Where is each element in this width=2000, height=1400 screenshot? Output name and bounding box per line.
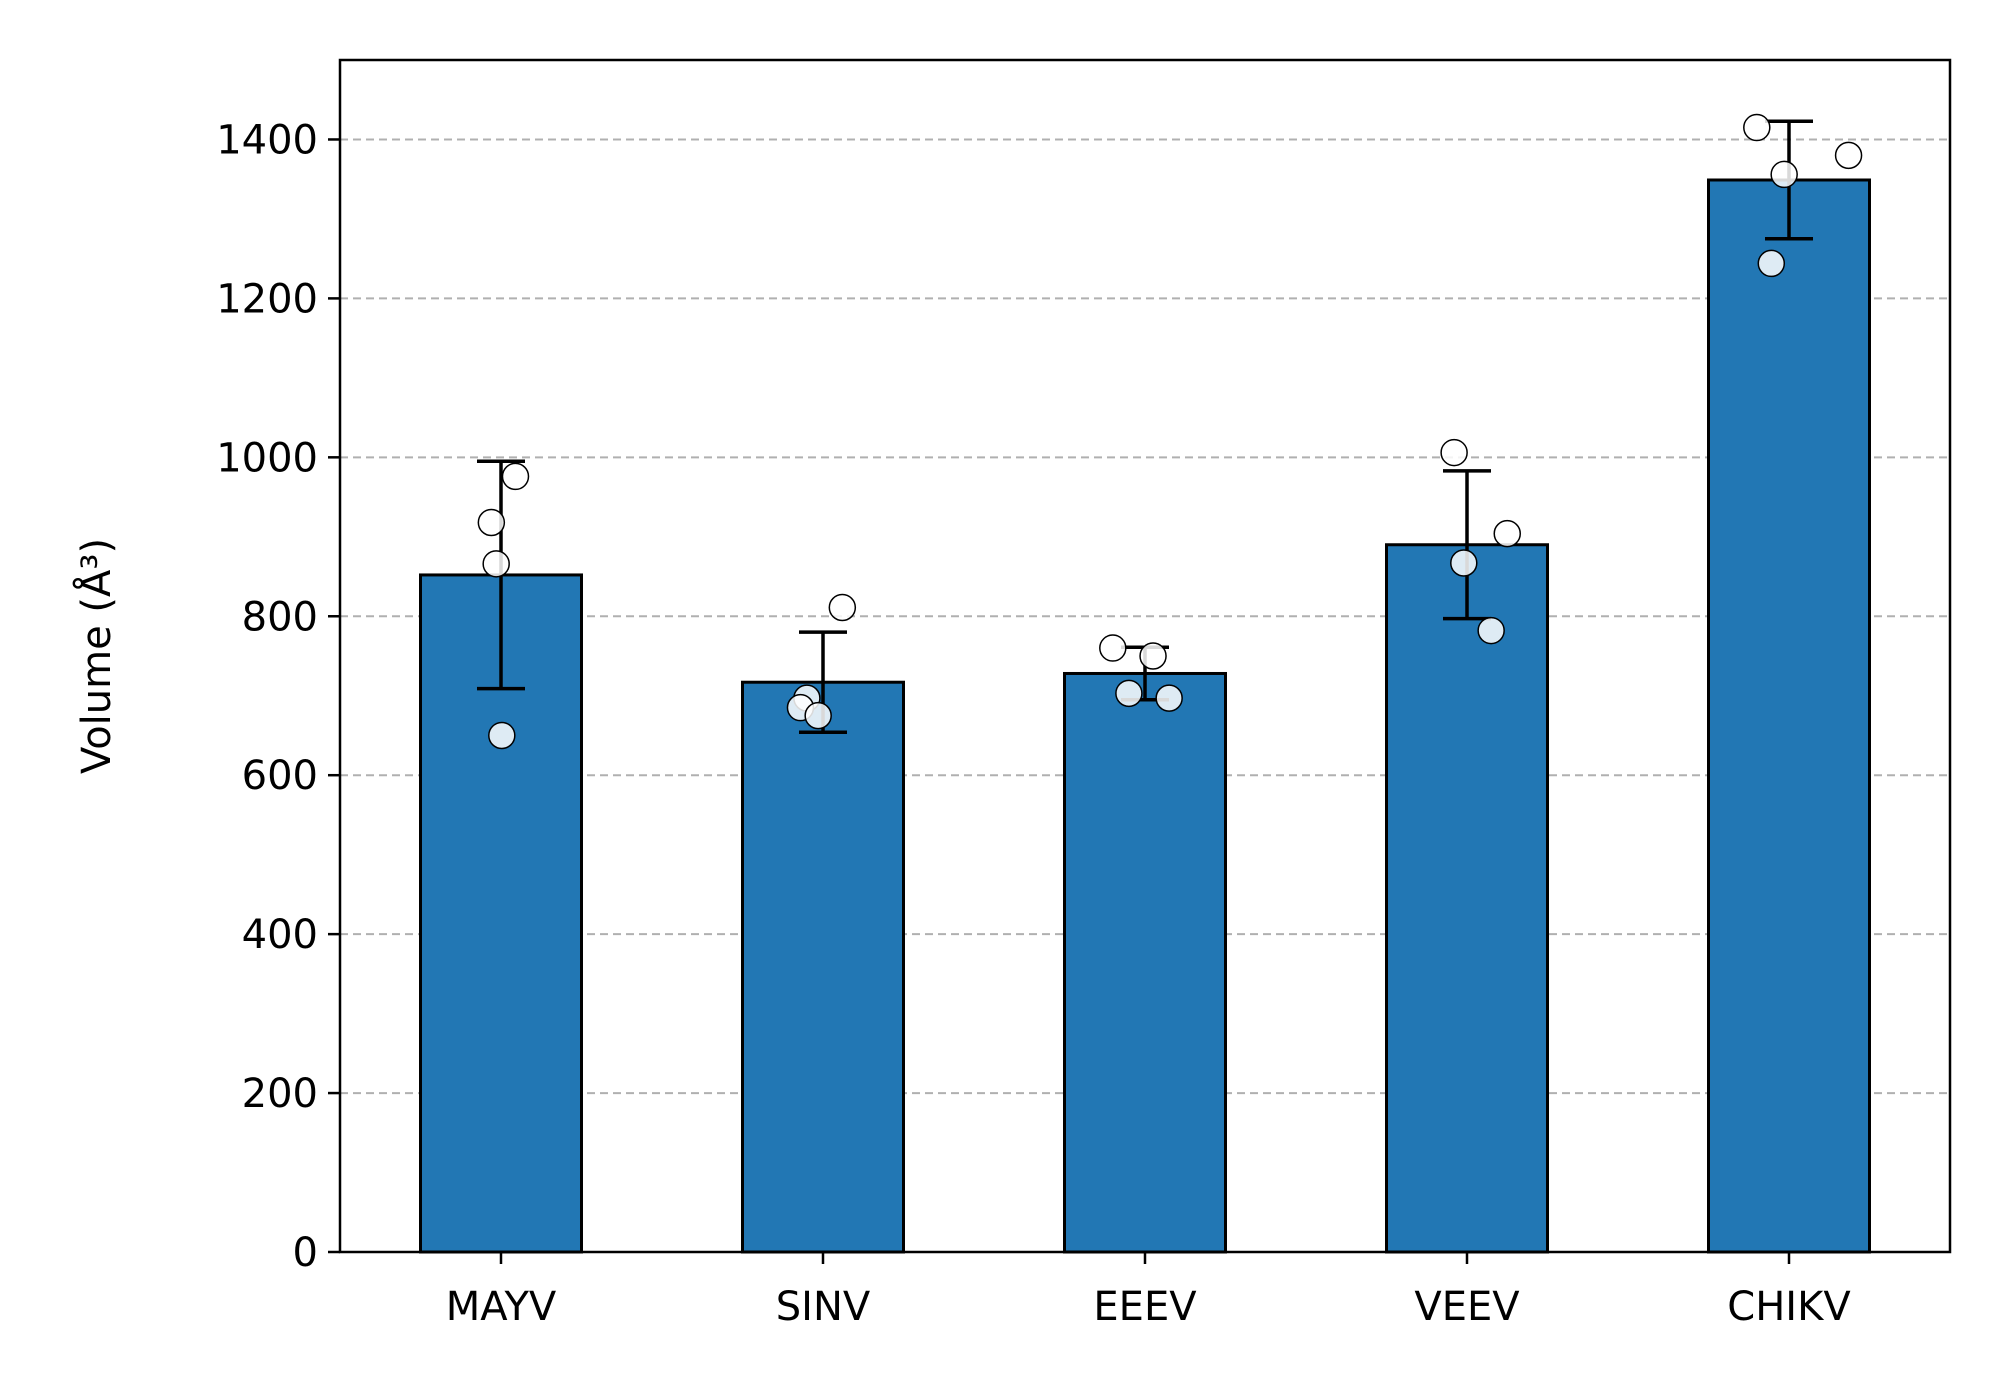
data-point — [482, 550, 510, 578]
data-point — [804, 701, 832, 730]
y-tick-label: 400 — [242, 912, 318, 958]
bar-sinv — [741, 680, 905, 1254]
bar-chikv — [1707, 178, 1871, 1254]
bar-eeev — [1063, 671, 1227, 1254]
y-tick-label: 600 — [242, 753, 318, 799]
data-point — [477, 508, 506, 537]
x-tick-label-mayv: MAYV — [446, 1284, 557, 1330]
bar-veev — [1385, 543, 1549, 1254]
axis-ticks: 0 200 400 600 800 1000 1200 1400 MAYV SINV EEEV VEE… — [216, 117, 1851, 1330]
data-points — [477, 113, 1863, 750]
data-point — [828, 593, 857, 622]
data-point — [1493, 519, 1521, 548]
y-tick-label: 1400 — [216, 117, 318, 163]
y-axis-label: Volume (Å³) — [72, 538, 120, 774]
data-point — [1115, 679, 1143, 708]
y-tick-label: 200 — [242, 1071, 318, 1117]
y-tick-label: 0 — [293, 1230, 318, 1276]
grid-lines — [340, 138, 1950, 1095]
data-point — [501, 462, 530, 491]
data-point — [1099, 634, 1127, 662]
data-point — [1477, 616, 1505, 645]
data-point — [1770, 160, 1798, 189]
data-point — [1155, 684, 1183, 712]
y-tick-label: 800 — [242, 594, 318, 640]
data-point — [488, 721, 516, 750]
data-point — [1440, 438, 1468, 467]
y-tick-label: 1200 — [216, 276, 318, 322]
x-tick-label-chikv: CHIKV — [1727, 1284, 1851, 1330]
data-point — [1757, 249, 1786, 278]
data-point — [1743, 113, 1771, 142]
data-point — [1834, 141, 1863, 170]
y-tick-label: 1000 — [216, 435, 318, 481]
data-point — [1139, 642, 1167, 670]
data-point — [1450, 549, 1478, 577]
x-tick-label-veev: VEEV — [1414, 1284, 1520, 1330]
x-tick-label-eeev: EEEV — [1093, 1284, 1197, 1330]
bars — [419, 178, 1871, 1254]
x-tick-label-sinv: SINV — [776, 1284, 871, 1330]
error-bars — [477, 119, 1813, 735]
